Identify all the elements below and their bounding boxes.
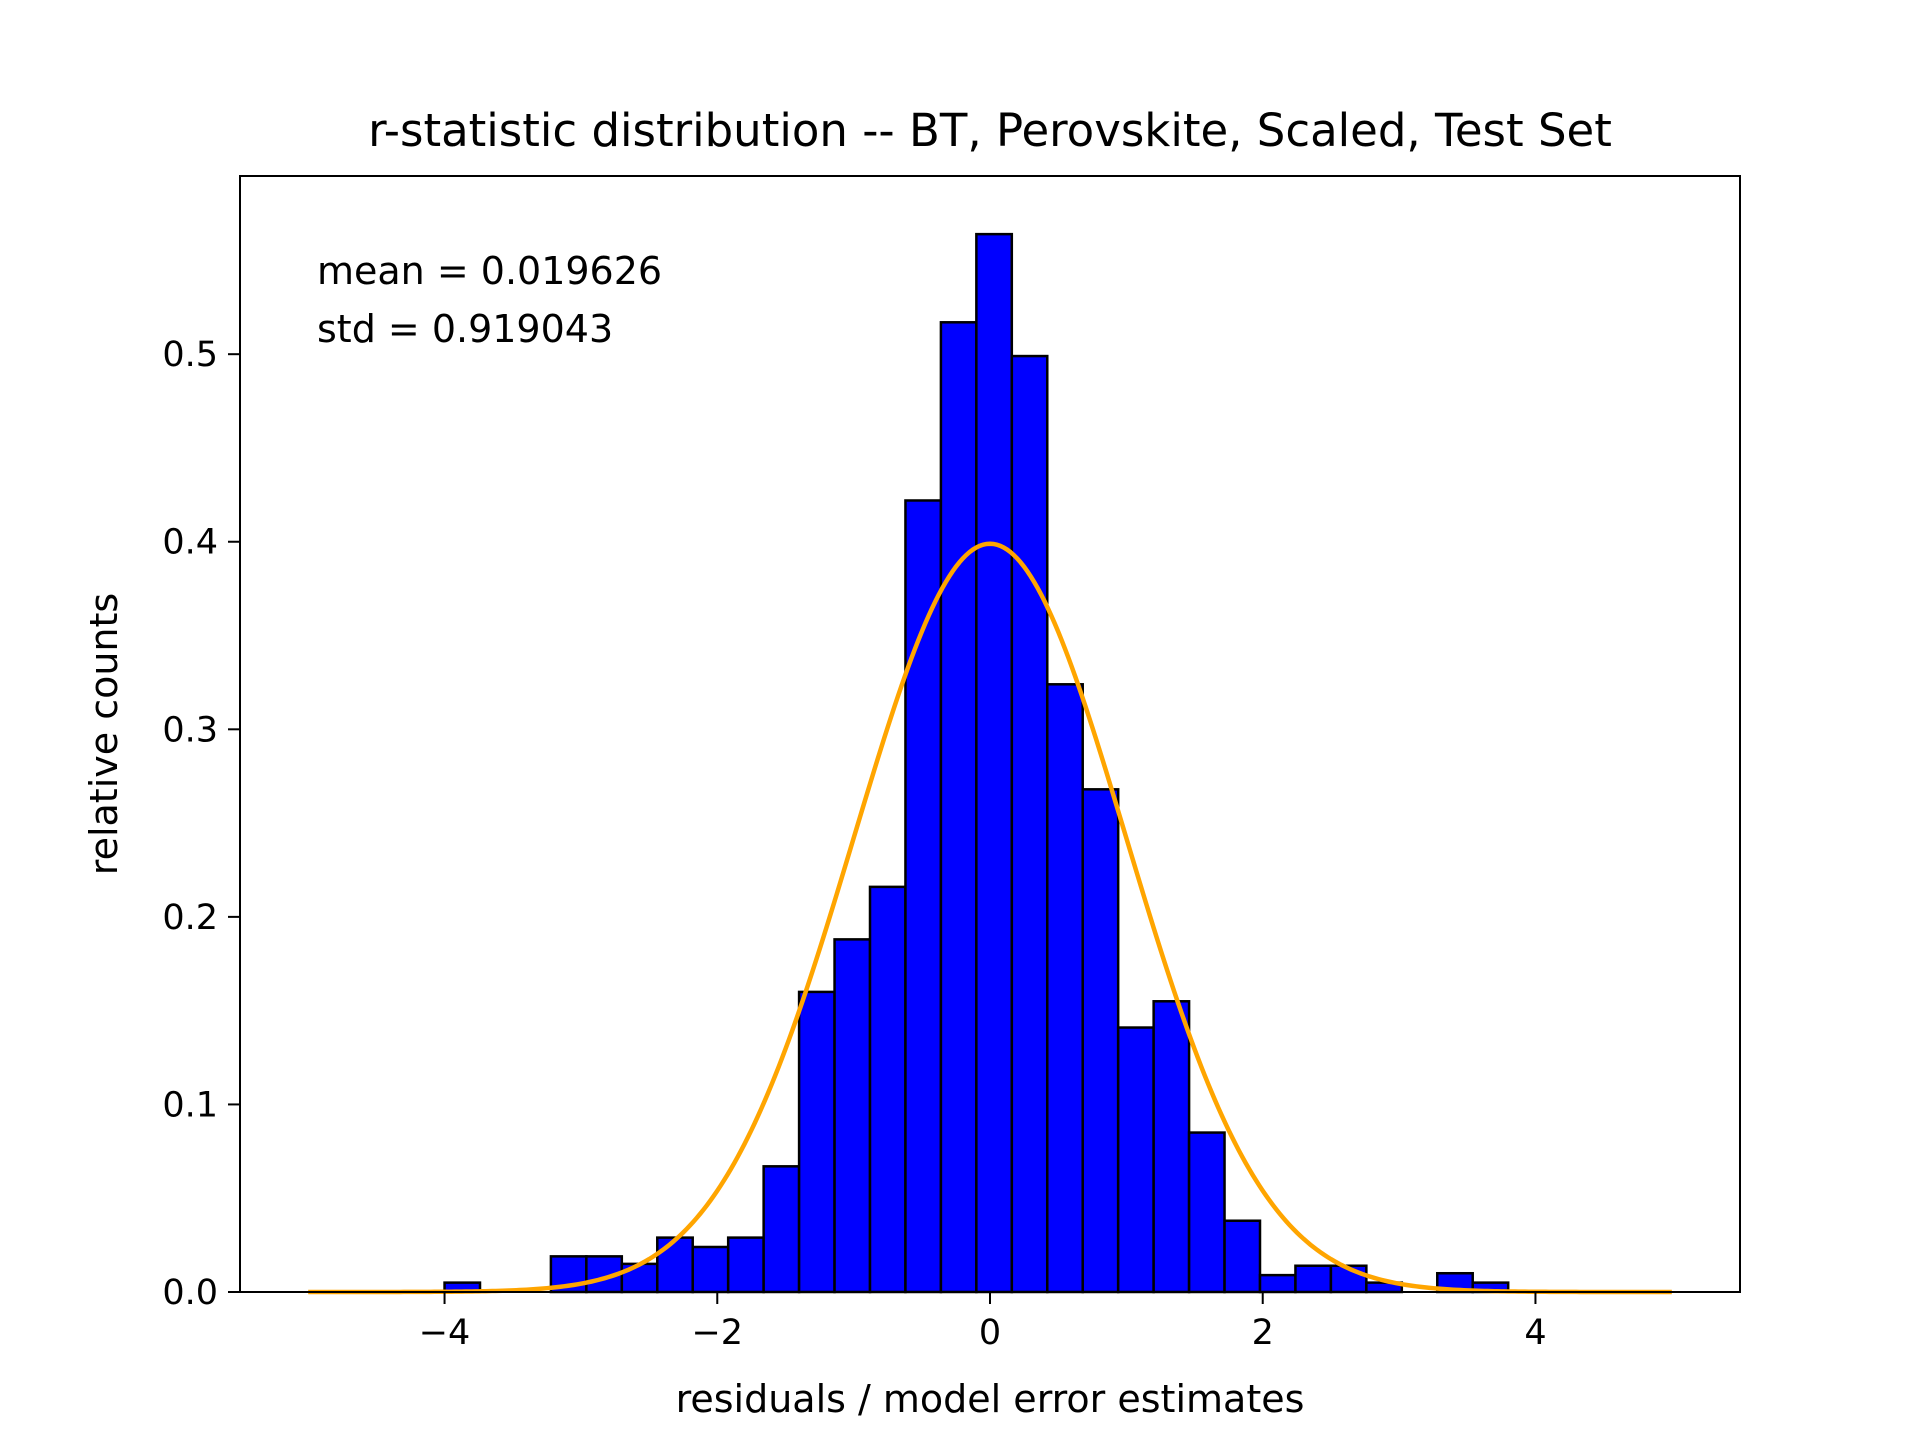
histogram-bar bbox=[762, 1165, 801, 1294]
x-tick-label: 0 bbox=[979, 1313, 1001, 1353]
mean-annotation: mean = 0.019626 bbox=[317, 249, 662, 293]
y-tick-label: 0.0 bbox=[162, 1273, 218, 1313]
histogram-bar bbox=[1081, 788, 1120, 1294]
x-axis-ticks: −4 −2 0 2 4 bbox=[419, 1292, 1547, 1353]
histogram-bar bbox=[1010, 354, 1049, 1294]
x-tick-label: −2 bbox=[691, 1313, 743, 1353]
y-tick-label: 0.5 bbox=[162, 335, 218, 375]
x-tick-label: 4 bbox=[1524, 1313, 1546, 1353]
histogram-bar bbox=[833, 938, 872, 1294]
histogram-bar bbox=[656, 1236, 694, 1294]
x-tick-label: 2 bbox=[1252, 1313, 1274, 1353]
histogram-bar bbox=[691, 1245, 730, 1294]
histogram-bars bbox=[443, 232, 1510, 1294]
y-tick-label: 0.3 bbox=[162, 710, 218, 750]
std-annotation: std = 0.919043 bbox=[317, 307, 613, 351]
normal-curve bbox=[308, 541, 1672, 1295]
histogram-bar bbox=[1152, 1000, 1191, 1294]
y-tick-label: 0.1 bbox=[162, 1085, 218, 1125]
chart-title: r-statistic distribution -- BT, Perovski… bbox=[368, 104, 1612, 157]
histogram-bar bbox=[904, 499, 943, 1294]
y-tick-label: 0.4 bbox=[162, 523, 218, 563]
histogram-bar bbox=[868, 885, 907, 1294]
histogram-bar bbox=[726, 1236, 765, 1294]
histogram-bar bbox=[1223, 1219, 1262, 1294]
histogram-bar bbox=[1258, 1273, 1297, 1294]
y-axis-ticks: 0.0 0.1 0.2 0.3 0.4 0.5 bbox=[162, 335, 240, 1313]
histogram-bar bbox=[1046, 683, 1084, 1294]
histogram-bar bbox=[1187, 1131, 1226, 1294]
histogram-bar bbox=[939, 321, 978, 1294]
histogram-bar bbox=[975, 232, 1014, 1294]
x-axis-label: residuals / model error estimates bbox=[676, 1377, 1305, 1421]
histogram-bar bbox=[1116, 1026, 1155, 1294]
histogram-bar bbox=[1294, 1264, 1333, 1294]
x-tick-label: −4 bbox=[419, 1313, 471, 1353]
histogram-bar bbox=[797, 990, 836, 1294]
y-axis-label: relative counts bbox=[82, 593, 126, 875]
y-tick-label: 0.2 bbox=[162, 898, 218, 938]
